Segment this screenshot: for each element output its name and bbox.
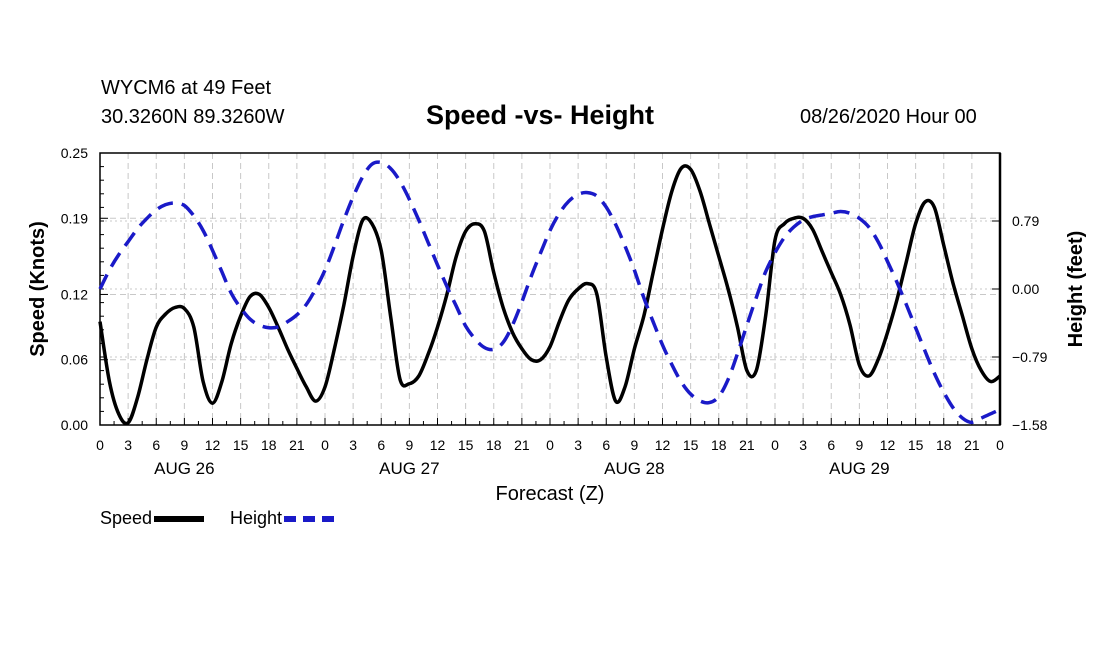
series <box>98 160 1002 426</box>
issue-time: 08/26/2020 Hour 00 <box>800 106 977 128</box>
legend-speed-swatch <box>154 515 205 522</box>
station-coordinates: 30.3260N 89.3260W <box>101 106 285 128</box>
x-tick-label: 9 <box>405 437 413 453</box>
y2-tick-label: −0.79 <box>1012 349 1048 365</box>
y-tick-label: 0.25 <box>61 145 88 161</box>
y2-axis-label: Height (feet) <box>1065 231 1087 348</box>
date-label: AUG 29 <box>829 459 889 478</box>
x-tick-label: 18 <box>711 437 727 453</box>
x-tick-label: 6 <box>827 437 835 453</box>
series-speed-line <box>98 164 1002 426</box>
y2-tick-label: 0.79 <box>1012 213 1039 229</box>
series-height-line <box>98 160 1001 425</box>
x-tick-label: 3 <box>349 437 357 453</box>
axes: 0 3 6 9 12 15 18 21 0 3 6 9 12 15 18 21 0 3 6 9 12 15 18 21 0 3 6 9… <box>61 145 1048 478</box>
grid-lines <box>100 153 1000 425</box>
x-tick-label: 12 <box>880 437 896 453</box>
date-label: AUG 28 <box>604 459 664 478</box>
x-tick-label: 21 <box>739 437 755 453</box>
x-tick-label: 15 <box>683 437 699 453</box>
date-label: AUG 26 <box>154 459 214 478</box>
legend-height-swatch <box>284 515 335 522</box>
x-tick-label: 0 <box>996 437 1004 453</box>
x-tick-label: 15 <box>458 437 474 453</box>
x-tick-label: 18 <box>261 437 277 453</box>
chart-title: Speed -vs- Height <box>426 100 655 130</box>
legend-speed-label: Speed <box>100 508 153 528</box>
x-tick-label: 9 <box>630 437 638 453</box>
x-tick-label: 21 <box>964 437 980 453</box>
x-tick-label: 6 <box>377 437 385 453</box>
legend-height: Height <box>230 508 335 529</box>
x-tick-label: 12 <box>655 437 671 453</box>
x-tick-label: 6 <box>602 437 610 453</box>
legend-speed: Speed <box>100 508 205 529</box>
x-axis-label: Forecast (Z) <box>496 483 605 505</box>
x-tick-label: 9 <box>180 437 188 453</box>
y-tick-label: 0.06 <box>61 352 88 368</box>
y-axis-label: Speed (Knots) <box>27 221 49 357</box>
x-tick-label: 3 <box>124 437 132 453</box>
x-tick-label: 21 <box>514 437 530 453</box>
y-tick-label: 0.12 <box>61 286 88 302</box>
x-tick-label: 18 <box>936 437 952 453</box>
x-tick-label: 15 <box>908 437 924 453</box>
y-tick-label: 0.19 <box>61 210 88 226</box>
x-tick-label: 0 <box>96 437 104 453</box>
x-tick-label: 12 <box>430 437 446 453</box>
y-tick-label: 0.00 <box>61 417 88 433</box>
x-tick-label: 12 <box>205 437 221 453</box>
x-tick-label: 3 <box>799 437 807 453</box>
x-tick-label: 0 <box>771 437 779 453</box>
y2-tick-label: 0.00 <box>1012 281 1039 297</box>
date-label: AUG 27 <box>379 459 439 478</box>
x-tick-label: 6 <box>152 437 160 453</box>
legend-height-label: Height <box>230 508 283 528</box>
x-tick-label: 9 <box>855 437 863 453</box>
x-tick-label: 21 <box>289 437 305 453</box>
x-tick-label: 0 <box>546 437 554 453</box>
x-tick-label: 3 <box>574 437 582 453</box>
x-tick-label: 0 <box>321 437 329 453</box>
station-name: WYCM6 at 49 Feet <box>101 77 272 99</box>
x-tick-label: 15 <box>233 437 249 453</box>
x-tick-label: 18 <box>486 437 502 453</box>
y2-tick-label: −1.58 <box>1012 417 1048 433</box>
